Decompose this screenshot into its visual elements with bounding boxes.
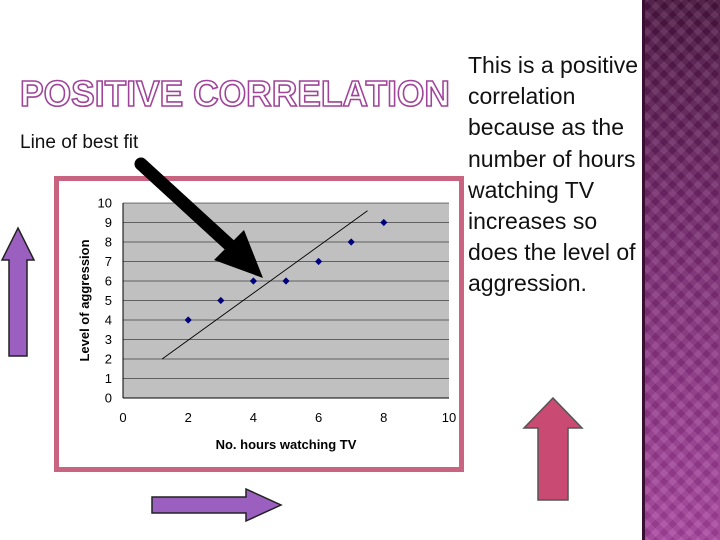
x-tick-label: 6 bbox=[315, 410, 322, 425]
data-point bbox=[380, 218, 388, 227]
y-axis-title: Level of aggression bbox=[77, 239, 92, 361]
data-point bbox=[249, 277, 257, 285]
y-tick-label: 3 bbox=[105, 332, 112, 347]
y-tick-label: 9 bbox=[105, 215, 112, 230]
x-tick-label: 4 bbox=[250, 410, 257, 425]
data-point bbox=[217, 296, 225, 305]
y-tick-label: 0 bbox=[105, 391, 112, 406]
right-arrow-icon bbox=[151, 487, 283, 523]
x-tick-label: 0 bbox=[119, 410, 126, 425]
y-tick-label: 6 bbox=[105, 274, 112, 289]
x-tick-label: 10 bbox=[442, 410, 456, 425]
explanation-text: This is a positive correlation because a… bbox=[468, 52, 639, 297]
scatter-chart: 0 1 2 3 4 5 6 7 8 9 10 0 2 4 6 8 10 No. hours watching TV… bbox=[54, 176, 464, 472]
x-tick-label: 2 bbox=[185, 410, 192, 425]
y-tick-label: 8 bbox=[105, 235, 112, 250]
slide-title-text: POSITIVE CORRELATION bbox=[20, 73, 450, 114]
y-tick-label: 2 bbox=[105, 352, 112, 367]
data-point bbox=[282, 277, 290, 285]
y-tick-label: 1 bbox=[105, 371, 112, 386]
best-fit-line bbox=[161, 210, 368, 360]
decorative-side-panel bbox=[642, 0, 720, 540]
data-point bbox=[347, 238, 355, 246]
data-point bbox=[184, 316, 192, 324]
y-tick-label: 7 bbox=[105, 254, 112, 269]
slide-subtitle: Line of best fit bbox=[20, 132, 139, 153]
x-tick-label: 8 bbox=[380, 410, 387, 425]
up-arrow-icon bbox=[0, 226, 36, 357]
side-panel-edge bbox=[642, 0, 645, 540]
up-arrow-icon bbox=[522, 396, 584, 501]
y-tick-label: 4 bbox=[105, 313, 112, 328]
x-axis-title: No. hours watching TV bbox=[216, 437, 357, 452]
y-tick-label: 10 bbox=[98, 196, 112, 211]
y-tick-label: 5 bbox=[105, 293, 112, 308]
scatter-chart-svg: 0 1 2 3 4 5 6 7 8 9 10 0 2 4 6 8 10 No. hours watching TV… bbox=[77, 196, 456, 453]
slide-title: POSITIVE CORRELATION bbox=[20, 68, 460, 116]
data-point bbox=[315, 257, 323, 266]
